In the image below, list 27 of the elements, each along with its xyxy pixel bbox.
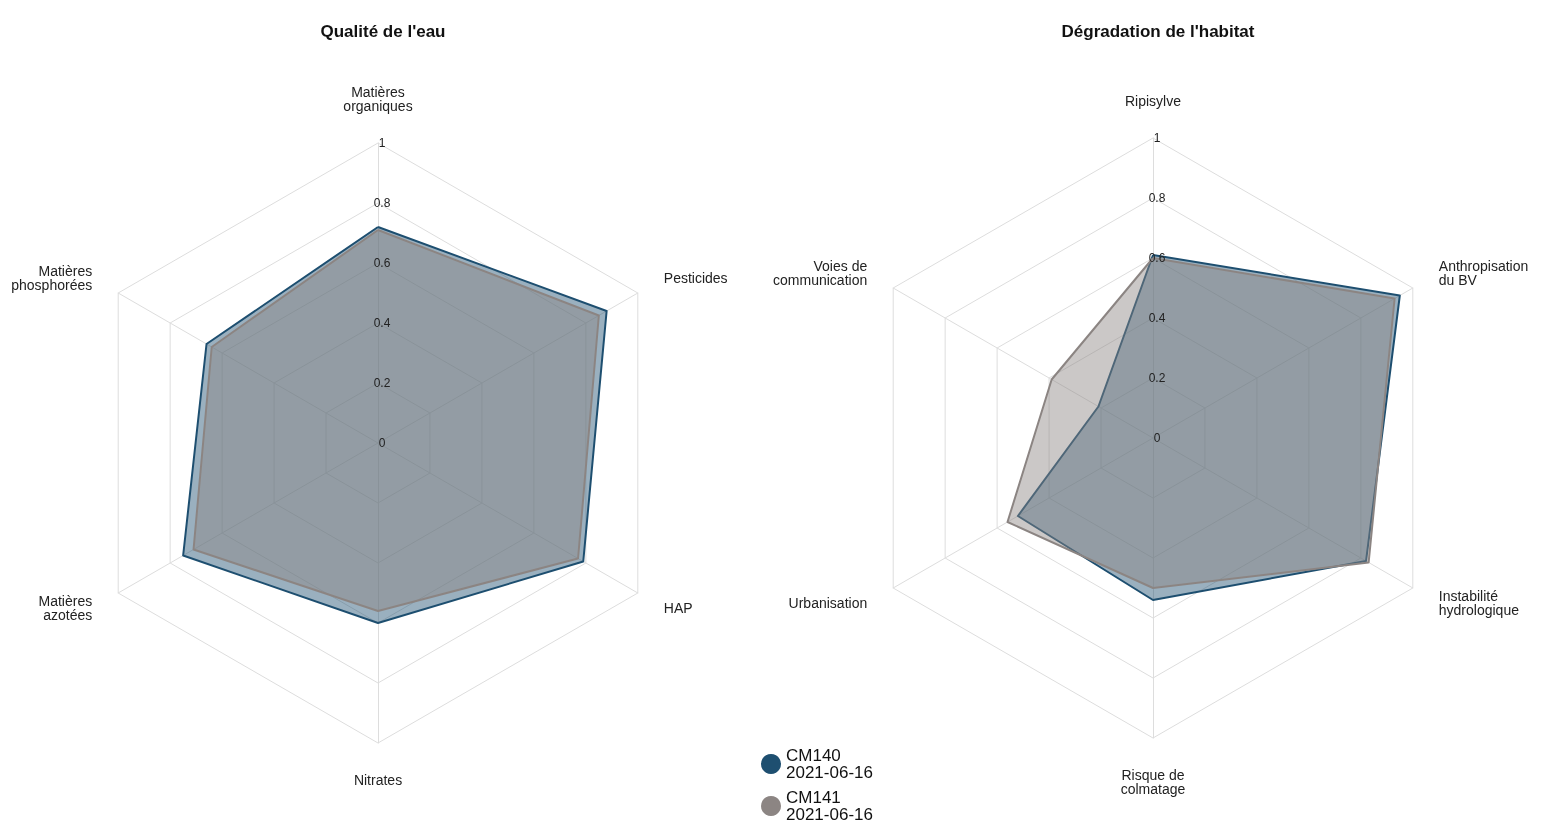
spoke-label: Matières azotées [38,593,93,623]
spoke-label: Nitrates [353,772,403,788]
y-tick-label: 0 [378,436,386,450]
chart-title: Dégradation de l'habitat [1061,22,1255,41]
y-tick-label: 1 [378,136,386,150]
spoke-label: Pesticides [663,270,728,286]
y-tick-label: 0.2 [373,376,391,390]
spoke-label: Matières phosphorées [11,263,93,293]
legend-label: CM141 2021-06-16 [786,788,873,824]
y-tick-label: 0.6 [373,256,391,270]
spoke-label: Instabilité hydrologique [1438,588,1520,618]
y-tick-label: 0.8 [373,196,391,210]
y-tick-label: 0.8 [1148,191,1166,205]
y-tick-label: 0.2 [1148,371,1166,385]
spoke-label: Matières organiques [343,84,413,114]
y-tick-label: 0.4 [1148,311,1166,325]
y-tick-label: 0 [1153,431,1161,445]
spoke-label: Urbanisation [788,595,868,611]
spoke-label: Ripisylve [1124,93,1182,109]
spoke-label: HAP [663,600,693,616]
y-tick-label: 0.4 [373,316,391,330]
spoke-label: Voies de communication [773,258,868,288]
legend-label: CM140 2021-06-16 [786,746,873,782]
spoke-label: Anthropisation du BV [1438,258,1529,288]
y-tick-label: 1 [1153,131,1161,145]
chart-title: Qualité de l'eau [320,22,446,41]
spoke-label: Risque de colmatage [1120,767,1186,797]
